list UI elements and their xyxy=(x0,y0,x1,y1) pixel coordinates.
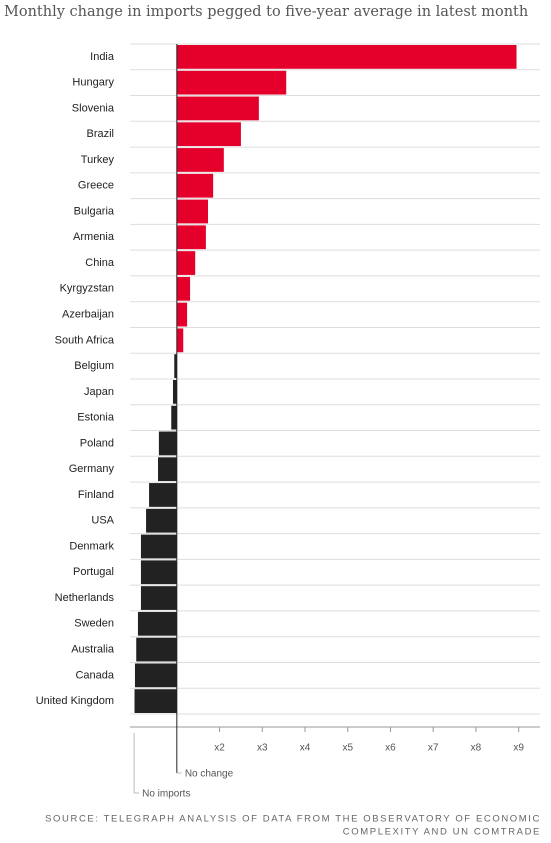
x-tick-label: x9 xyxy=(513,743,524,754)
bar xyxy=(158,457,177,482)
x-tick-label: x2 xyxy=(214,743,225,754)
y-tick-label: China xyxy=(85,257,115,269)
bar xyxy=(176,328,184,353)
y-tick-label: Canada xyxy=(75,669,114,681)
bar xyxy=(149,483,177,507)
y-tick-label: Denmark xyxy=(69,540,114,552)
y-tick-label: Poland xyxy=(80,437,114,449)
bar xyxy=(176,45,517,69)
y-tick-label: South Africa xyxy=(55,334,115,346)
y-tick-label: Germany xyxy=(69,463,115,475)
x-tick-label: x7 xyxy=(428,743,439,754)
bar xyxy=(176,96,259,121)
bar xyxy=(176,122,241,147)
bar xyxy=(158,431,177,456)
y-tick-label: Azerbaijan xyxy=(62,308,114,320)
bar xyxy=(172,380,177,404)
bar xyxy=(176,199,209,224)
x-tick-label: No imports xyxy=(142,789,190,800)
bar xyxy=(176,251,196,275)
y-tick-label: Greece xyxy=(78,180,114,192)
bar xyxy=(134,689,177,713)
bar xyxy=(176,225,206,250)
bar xyxy=(140,534,177,559)
bar xyxy=(171,405,177,430)
y-tick-label: Sweden xyxy=(74,618,114,630)
bar xyxy=(137,611,177,636)
y-tick-label: Armenia xyxy=(73,231,115,243)
y-tick-label: India xyxy=(90,51,115,63)
bar xyxy=(176,276,191,301)
bar xyxy=(176,70,287,95)
y-tick-label: Estonia xyxy=(77,412,115,424)
y-tick-label: Japan xyxy=(84,386,114,398)
y-tick-label: Belgium xyxy=(74,360,114,372)
x-tick-label: x4 xyxy=(300,743,311,754)
y-tick-label: Brazil xyxy=(86,128,114,140)
y-tick-label: Turkey xyxy=(81,154,115,166)
y-tick-label: Bulgaria xyxy=(74,205,115,217)
x-tick-label: x8 xyxy=(471,743,482,754)
y-tick-label: United Kingdom xyxy=(36,695,114,707)
bar xyxy=(146,508,177,533)
x-tick-label: x6 xyxy=(385,743,396,754)
bar xyxy=(134,663,177,688)
y-tick-label: USA xyxy=(91,515,114,527)
chart-title: Monthly change in imports pegged to five… xyxy=(4,4,528,20)
y-tick-label: Slovenia xyxy=(72,102,115,114)
bar xyxy=(140,560,177,585)
bar xyxy=(176,148,224,172)
bar xyxy=(140,586,177,610)
x-tick-label: x5 xyxy=(342,743,353,754)
source: SOURCE: TELEGRAPH ANALYSIS OF DATA FROM … xyxy=(45,814,541,825)
x-tick-label: No change xyxy=(185,769,234,780)
y-tick-label: Netherlands xyxy=(55,592,115,604)
y-tick-label: Kyrgyzstan xyxy=(60,283,114,295)
bar xyxy=(174,354,177,378)
bar xyxy=(136,637,177,662)
source: COMPLEXITY AND UN COMTRADE xyxy=(343,827,541,838)
y-tick-label: Hungary xyxy=(72,77,114,89)
y-tick-label: Portugal xyxy=(73,566,114,578)
y-tick-label: Finland xyxy=(78,489,114,501)
bar xyxy=(176,302,188,327)
x-tick-label: x3 xyxy=(257,743,268,754)
y-tick-label: Australia xyxy=(71,643,115,655)
bar xyxy=(176,173,214,198)
